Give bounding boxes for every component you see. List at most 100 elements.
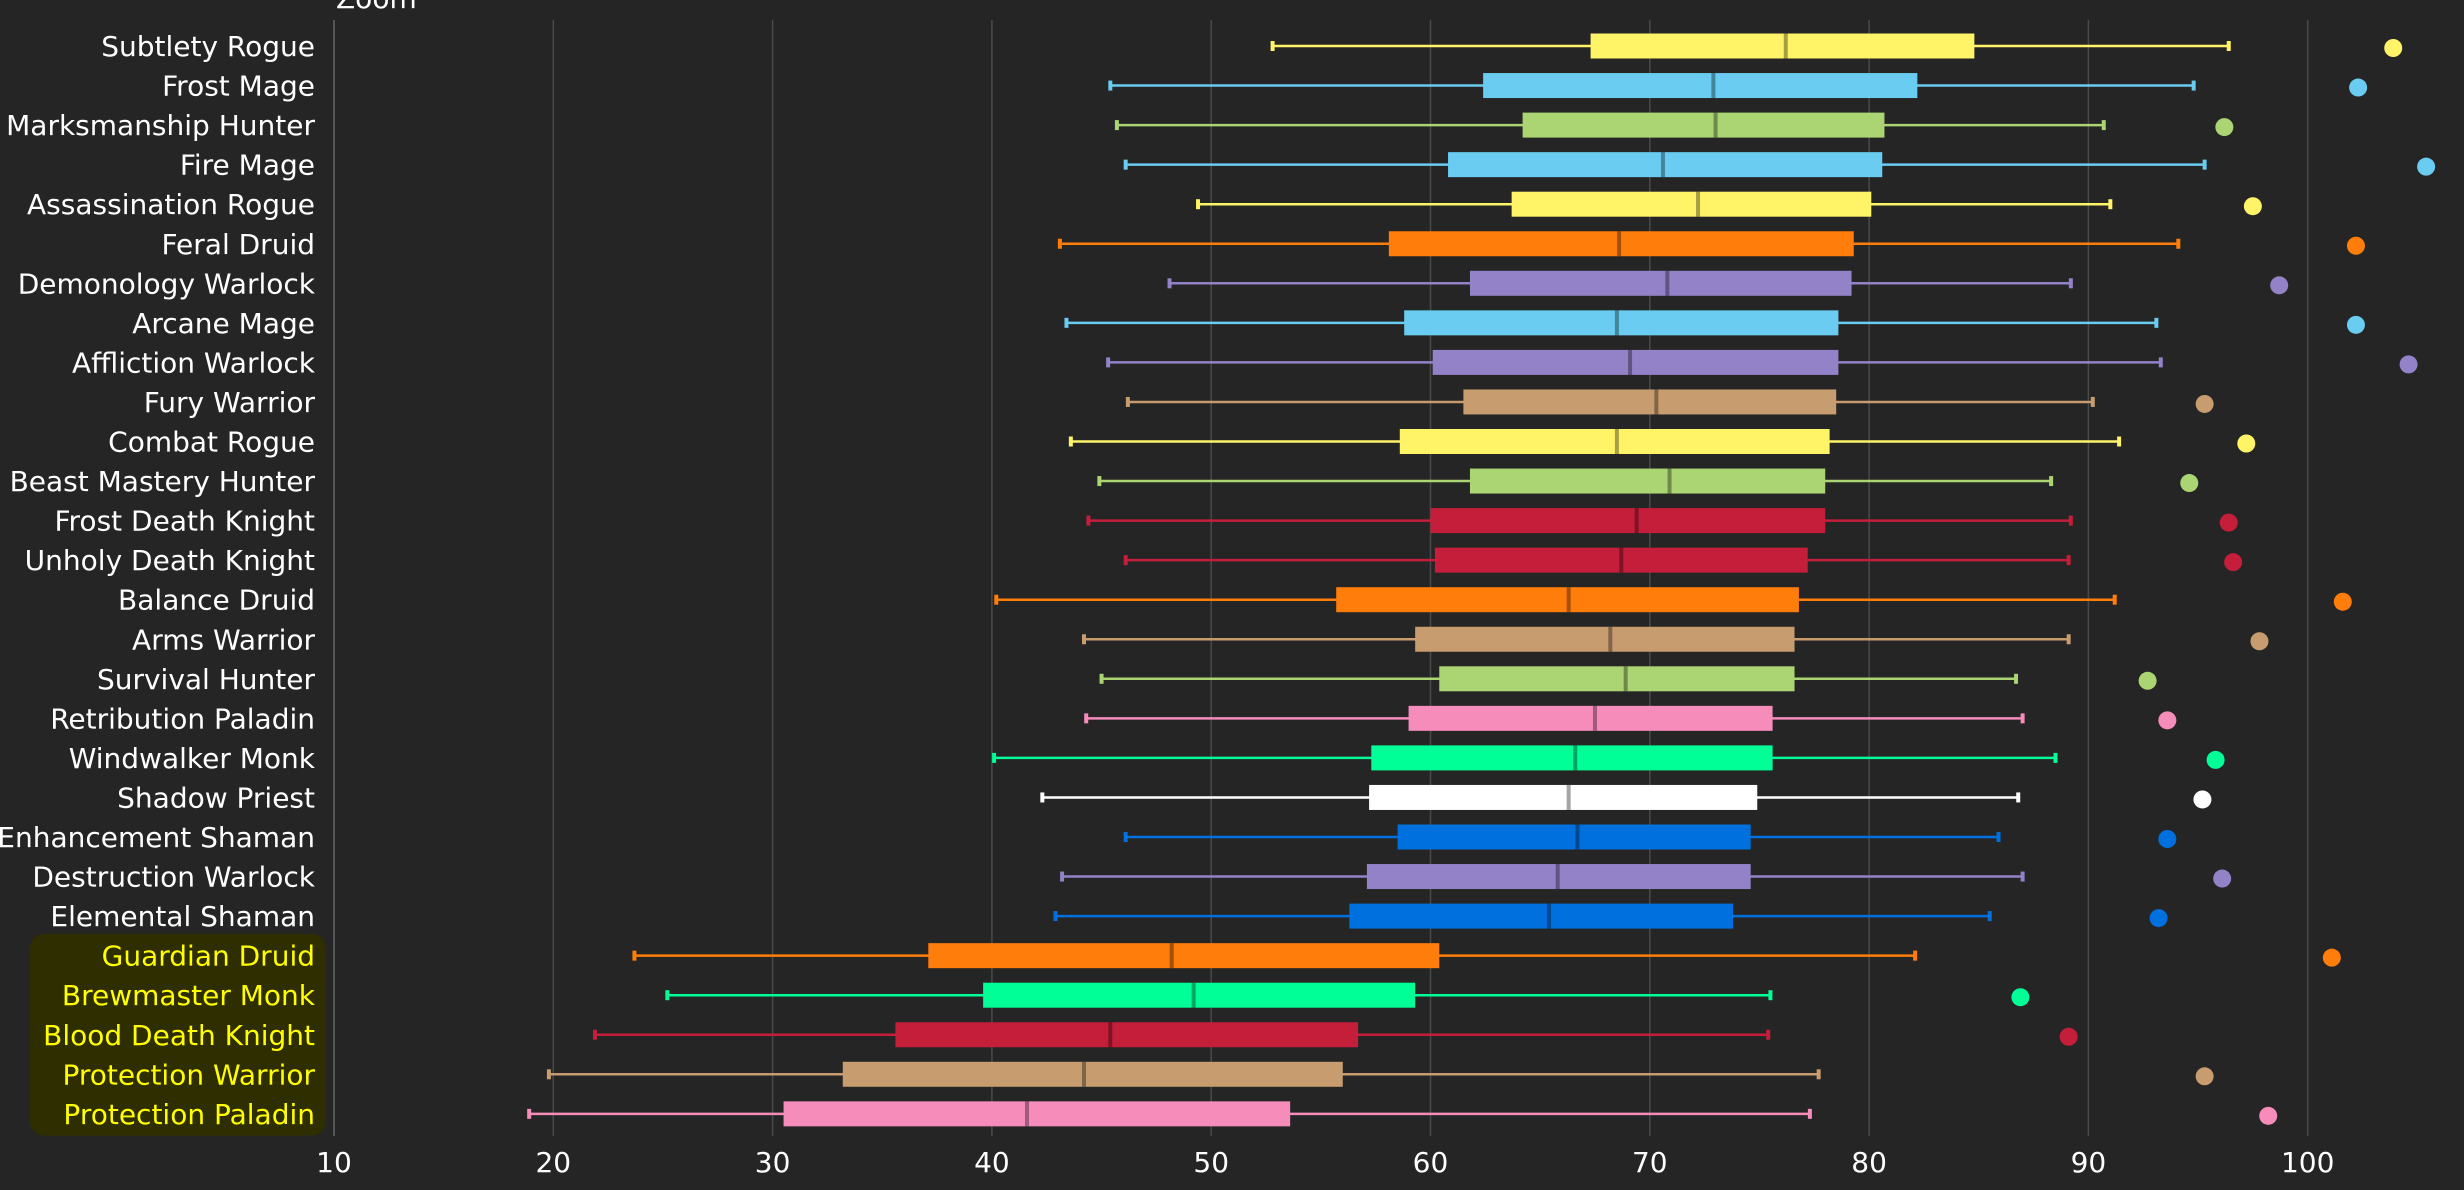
- series-row[interactable]: [1097, 468, 2199, 494]
- max-point[interactable]: [2206, 750, 2225, 769]
- series-row[interactable]: [992, 745, 2225, 771]
- box[interactable]: [1522, 112, 1885, 138]
- series-row[interactable]: [1123, 547, 2243, 573]
- max-point[interactable]: [2011, 988, 2030, 1007]
- series-row[interactable]: [994, 587, 2352, 613]
- box[interactable]: [1439, 666, 1795, 692]
- series-row[interactable]: [1196, 191, 2262, 217]
- max-point[interactable]: [2346, 236, 2365, 255]
- category-label: Demonology Warlock: [18, 267, 316, 300]
- series-row[interactable]: [1064, 310, 2365, 336]
- max-point[interactable]: [2158, 711, 2177, 730]
- box[interactable]: [1469, 468, 1826, 494]
- max-point[interactable]: [2384, 39, 2403, 57]
- category-label: Retribution Paladin: [50, 702, 315, 735]
- box[interactable]: [895, 1022, 1359, 1048]
- max-point[interactable]: [2322, 948, 2341, 967]
- series-row[interactable]: [1167, 270, 2289, 296]
- max-point[interactable]: [2059, 1027, 2078, 1046]
- box[interactable]: [1408, 705, 1773, 731]
- max-point[interactable]: [2399, 355, 2418, 374]
- series-row[interactable]: [665, 982, 2030, 1008]
- series-row[interactable]: [546, 1061, 2214, 1087]
- series-row[interactable]: [1270, 33, 2403, 59]
- box[interactable]: [1430, 508, 1826, 534]
- series-row[interactable]: [527, 1101, 2278, 1127]
- series-row[interactable]: [592, 1022, 2078, 1048]
- max-point[interactable]: [2213, 869, 2232, 888]
- box[interactable]: [1590, 33, 1975, 59]
- box[interactable]: [842, 1061, 1343, 1087]
- series-row[interactable]: [1053, 903, 2168, 929]
- box[interactable]: [1434, 547, 1808, 573]
- category-label: Elemental Shaman: [50, 900, 315, 933]
- box[interactable]: [1366, 864, 1751, 890]
- box[interactable]: [1404, 310, 1839, 336]
- max-point[interactable]: [2250, 632, 2269, 651]
- max-point[interactable]: [2193, 790, 2212, 809]
- x-tick-label-70: 70: [1632, 1146, 1668, 1179]
- box[interactable]: [1463, 389, 1837, 415]
- max-point[interactable]: [2158, 830, 2177, 848]
- series-row[interactable]: [632, 943, 2341, 969]
- series-row[interactable]: [1057, 231, 2365, 257]
- series-row[interactable]: [1060, 864, 2232, 890]
- max-point[interactable]: [2259, 1106, 2278, 1125]
- box[interactable]: [1399, 429, 1830, 454]
- category-label: Affliction Warlock: [72, 346, 316, 379]
- max-point[interactable]: [2138, 671, 2157, 690]
- max-point[interactable]: [2215, 118, 2234, 137]
- series-row[interactable]: [1108, 73, 2368, 99]
- box[interactable]: [1511, 191, 1872, 217]
- category-label: Frost Mage: [162, 70, 315, 103]
- max-point[interactable]: [2243, 197, 2262, 216]
- box[interactable]: [1432, 349, 1839, 375]
- box[interactable]: [783, 1101, 1291, 1127]
- category-label: Arcane Mage: [132, 307, 315, 340]
- box[interactable]: [1397, 824, 1751, 850]
- box[interactable]: [1483, 73, 1918, 99]
- max-point[interactable]: [2224, 553, 2243, 572]
- max-point[interactable]: [2180, 474, 2199, 493]
- series-row[interactable]: [1125, 389, 2214, 415]
- max-point[interactable]: [2219, 513, 2238, 532]
- box[interactable]: [1336, 587, 1799, 613]
- series-row[interactable]: [1084, 705, 2177, 731]
- max-point[interactable]: [2346, 315, 2365, 334]
- series-row[interactable]: [1086, 508, 2238, 534]
- series-row[interactable]: [1123, 824, 2177, 850]
- max-point[interactable]: [2417, 157, 2436, 176]
- series-row[interactable]: [1114, 112, 2234, 138]
- series-row[interactable]: [1040, 784, 2212, 810]
- max-point[interactable]: [2270, 276, 2289, 295]
- category-label: Fury Warrior: [144, 386, 316, 419]
- max-point[interactable]: [2237, 434, 2256, 453]
- box[interactable]: [1349, 903, 1734, 929]
- series-row[interactable]: [1082, 626, 2269, 652]
- box[interactable]: [1415, 626, 1795, 652]
- max-point[interactable]: [2195, 394, 2214, 413]
- max-point[interactable]: [2333, 592, 2352, 611]
- max-point[interactable]: [2149, 909, 2168, 928]
- max-point[interactable]: [2349, 78, 2368, 97]
- x-tick-label-80: 80: [1851, 1146, 1887, 1179]
- x-tick-label-30: 30: [755, 1146, 791, 1179]
- box[interactable]: [1388, 231, 1854, 257]
- box[interactable]: [1448, 152, 1883, 178]
- box[interactable]: [1371, 745, 1773, 771]
- category-label: Survival Hunter: [97, 663, 316, 696]
- max-point[interactable]: [2195, 1067, 2214, 1086]
- box[interactable]: [928, 943, 1440, 969]
- zoom-label[interactable]: Zoom: [336, 0, 417, 15]
- category-label: Subtlety Rogue: [101, 30, 315, 63]
- category-label: Brewmaster Monk: [62, 979, 316, 1012]
- category-label: Windwalker Monk: [69, 742, 316, 775]
- box[interactable]: [1469, 270, 1852, 296]
- category-label: Blood Death Knight: [43, 1019, 315, 1052]
- series-row[interactable]: [1068, 429, 2256, 454]
- box[interactable]: [983, 982, 1416, 1008]
- series-row[interactable]: [1099, 666, 2157, 692]
- series-row[interactable]: [1123, 152, 2436, 178]
- box[interactable]: [1369, 784, 1758, 810]
- series-row[interactable]: [1106, 349, 2418, 375]
